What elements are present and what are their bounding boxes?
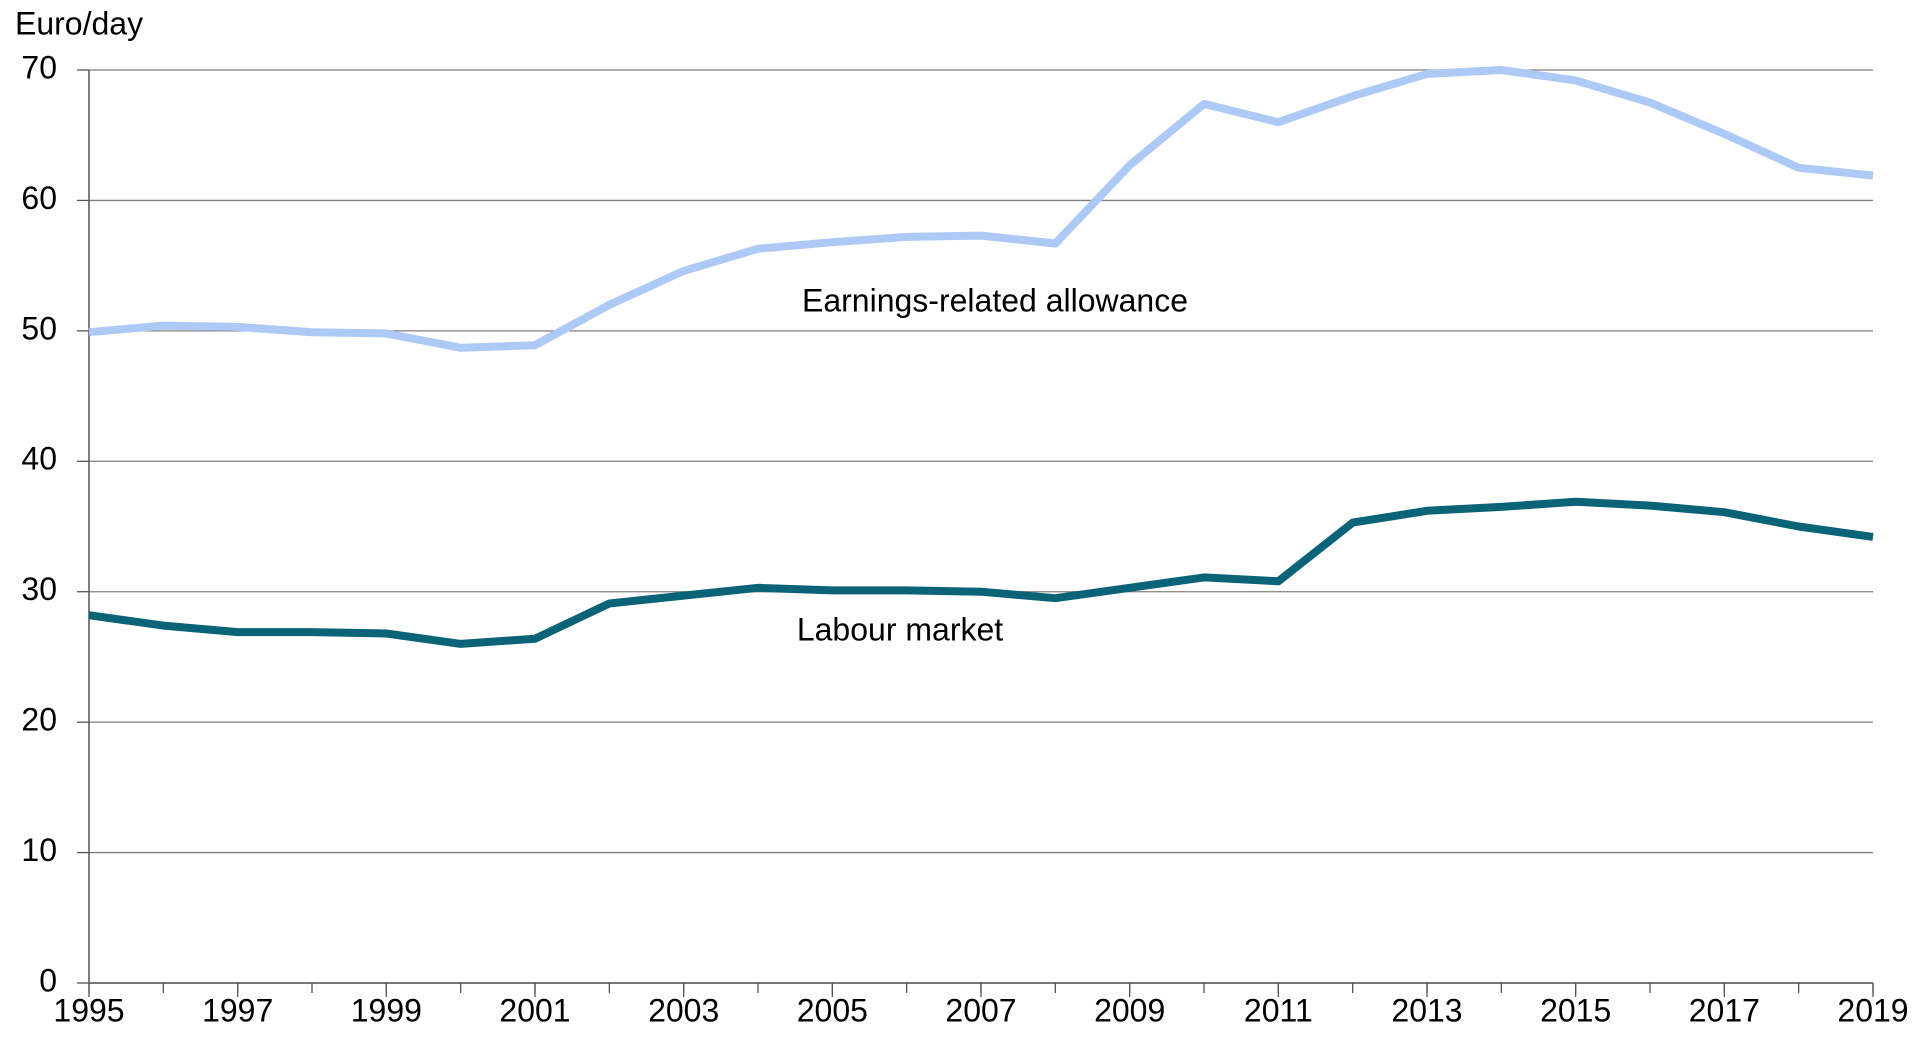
y-tick-label: 50 bbox=[21, 310, 57, 346]
series-line bbox=[88, 66, 1874, 352]
x-tick-label: 2013 bbox=[1391, 992, 1462, 1028]
y-tick-label: 60 bbox=[21, 180, 57, 216]
x-tick-label: 2009 bbox=[1094, 992, 1165, 1028]
y-tick-label: 10 bbox=[21, 832, 57, 868]
x-tick-label: 2005 bbox=[797, 992, 868, 1028]
x-tick-label: 2015 bbox=[1540, 992, 1611, 1028]
x-tick-label: 1995 bbox=[53, 992, 124, 1028]
y-tick-label: 0 bbox=[39, 962, 57, 998]
x-tick-label: 2007 bbox=[945, 992, 1016, 1028]
series-label: Earnings-related allowance bbox=[802, 282, 1188, 318]
series-label: Labour market bbox=[797, 611, 1003, 647]
y-tick-label: 30 bbox=[21, 571, 57, 607]
x-tick-label: 1999 bbox=[351, 992, 422, 1028]
x-tick-label: 1997 bbox=[202, 992, 273, 1028]
x-tick-label: 2001 bbox=[499, 992, 570, 1028]
series-line bbox=[88, 497, 1874, 648]
x-tick-label: 2019 bbox=[1837, 992, 1908, 1028]
x-tick-label: 2003 bbox=[648, 992, 719, 1028]
y-axis-label: Euro/day bbox=[15, 5, 143, 41]
y-tick-label: 40 bbox=[21, 441, 57, 477]
x-tick-label: 2011 bbox=[1244, 992, 1313, 1028]
y-tick-label: 20 bbox=[21, 702, 57, 738]
x-tick-label: 2017 bbox=[1689, 992, 1760, 1028]
y-tick-label: 70 bbox=[21, 49, 57, 85]
